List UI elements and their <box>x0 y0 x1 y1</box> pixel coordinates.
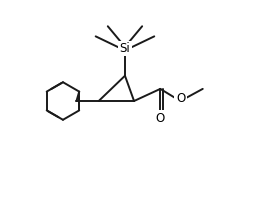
Text: Si: Si <box>120 42 130 55</box>
Text: O: O <box>156 112 165 125</box>
Text: O: O <box>176 93 185 105</box>
